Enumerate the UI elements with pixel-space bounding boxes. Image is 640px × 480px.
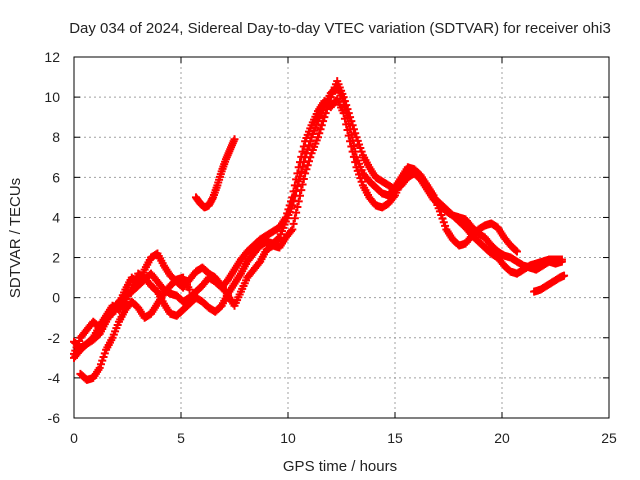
plot-frame [73, 56, 610, 419]
data-point [348, 121, 357, 130]
data-point [288, 225, 297, 234]
data-point [185, 285, 194, 294]
data-point [349, 142, 358, 151]
data-point [343, 105, 352, 114]
data-point [295, 191, 304, 200]
data-point [292, 208, 301, 217]
data-point [347, 117, 356, 126]
data-point [297, 167, 306, 176]
data-point [254, 259, 263, 268]
y-tick-label: 10 [44, 89, 60, 105]
data-point [557, 257, 566, 266]
data-point [293, 182, 302, 191]
data-track [530, 271, 569, 296]
y-tick-label: 0 [52, 290, 60, 306]
data-point [347, 130, 356, 139]
y-tick-label: -6 [48, 410, 61, 426]
data-point [299, 174, 308, 183]
chart-title: Day 034 of 2024, Sidereal Day-to-day VTE… [69, 20, 611, 37]
x-tick-label: 5 [177, 430, 185, 446]
data-point [290, 214, 299, 223]
data-point [340, 97, 349, 106]
data-point [289, 219, 298, 228]
y-tick-label: 4 [52, 209, 60, 225]
data-point [512, 247, 521, 256]
y-tick-label: 12 [44, 49, 60, 65]
data-point [304, 141, 313, 150]
data-marks [70, 77, 569, 384]
data-point [346, 113, 355, 122]
x-tick-label: 25 [601, 430, 617, 446]
data-point [319, 117, 328, 126]
x-tick-label: 20 [494, 430, 510, 446]
data-point [304, 157, 313, 166]
axis-ticks: 0 5 10 15 20 25 -6 -4 -2 0 2 4 6 8 10 12 [44, 49, 617, 446]
data-point [349, 125, 358, 134]
data-point [302, 165, 311, 174]
data-track [76, 273, 194, 384]
data-point [301, 169, 310, 178]
data-point [322, 105, 331, 114]
data-point [321, 109, 330, 118]
y-tick-label: -2 [48, 330, 61, 346]
x-axis-label: GPS time / hours [283, 458, 397, 475]
data-point [298, 180, 307, 189]
data-point [288, 201, 297, 210]
data-point [230, 135, 239, 144]
data-point [351, 129, 360, 138]
x-tick-label: 10 [280, 430, 296, 446]
data-point [317, 121, 326, 130]
data-point [313, 133, 322, 142]
data-point [342, 101, 351, 110]
y-tick-label: -4 [48, 370, 61, 386]
y-axis-label: SDTVAR / TECUs [7, 178, 24, 298]
data-point [339, 93, 348, 102]
x-tick-label: 15 [387, 430, 403, 446]
data-point [344, 109, 353, 118]
y-tick-label: 8 [52, 129, 60, 145]
data-point [316, 125, 325, 134]
y-tick-label: 6 [52, 169, 60, 185]
y-tick-label: 2 [52, 250, 60, 266]
grid-lines [74, 57, 609, 418]
data-point [293, 203, 302, 212]
data-point [298, 147, 307, 156]
data-point [511, 246, 520, 255]
data-point [297, 186, 306, 195]
data-point [315, 129, 324, 138]
data-point [306, 153, 315, 162]
x-tick-label: 0 [70, 430, 78, 446]
data-point [286, 227, 295, 236]
data-point [294, 197, 303, 206]
data-point [303, 161, 312, 170]
data-track [70, 77, 566, 358]
data-track [191, 135, 239, 212]
data-point [320, 113, 329, 122]
data-point [324, 101, 333, 110]
data-point [325, 97, 334, 106]
data-point [560, 271, 569, 280]
